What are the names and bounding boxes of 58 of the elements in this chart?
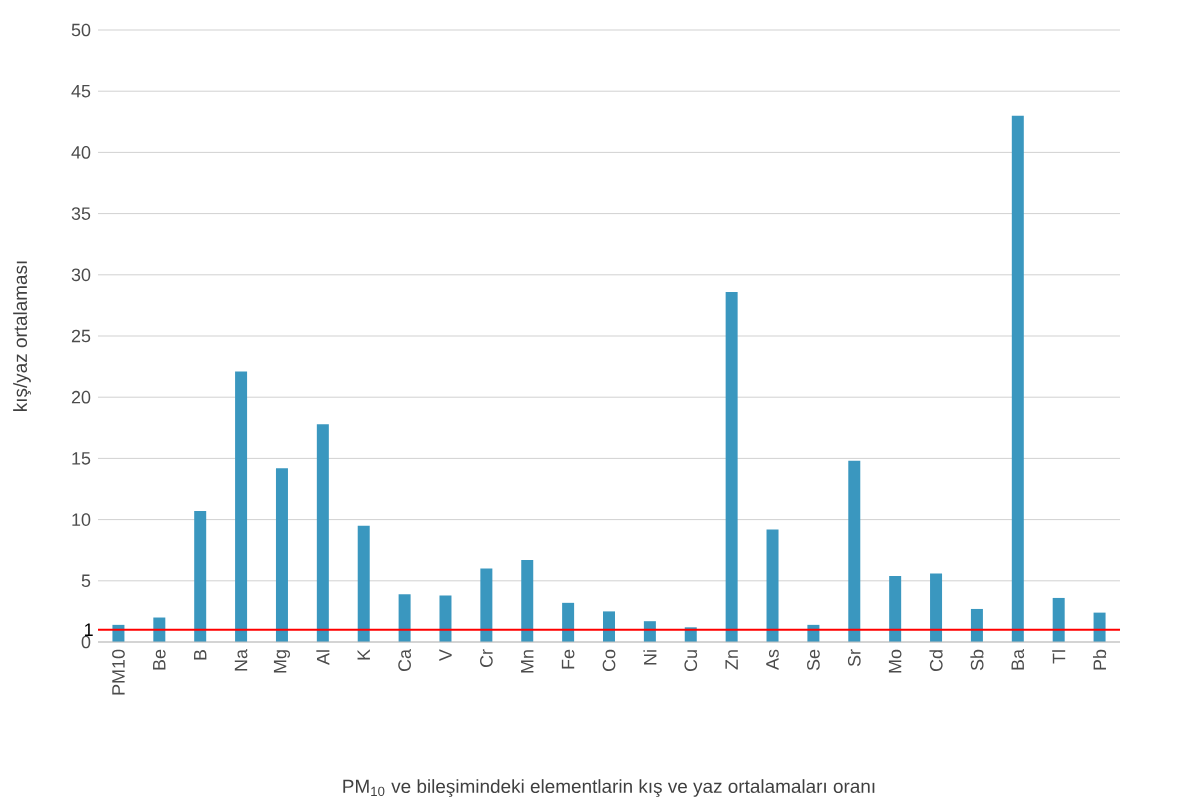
y-tick-label: 50 bbox=[71, 23, 91, 37]
x-tick-label: V bbox=[439, 649, 452, 661]
x-tick-label: Co bbox=[602, 649, 616, 672]
bar bbox=[316, 424, 329, 642]
y-tick-label: 40 bbox=[71, 146, 91, 159]
x-tick-label: Se bbox=[807, 649, 820, 671]
y-tick-label: 35 bbox=[71, 207, 91, 220]
x-tick-label: Zn bbox=[725, 650, 738, 670]
x-tick-label: Ni bbox=[643, 650, 657, 665]
y-axis-title: kış/yaz ortalaması bbox=[13, 261, 31, 411]
bar bbox=[194, 511, 207, 642]
bar bbox=[521, 559, 534, 642]
x-tick-label: Cu bbox=[684, 650, 698, 672]
x-tick-label: Na bbox=[234, 649, 248, 671]
bar bbox=[930, 573, 943, 642]
x-tick-label: Pb bbox=[1092, 649, 1107, 670]
x-tick-label: Fe bbox=[561, 649, 575, 669]
y-tick-label: 5 bbox=[81, 574, 91, 588]
bar bbox=[398, 594, 411, 642]
x-tick-label: B bbox=[194, 649, 207, 660]
x-tick-label: Be bbox=[153, 649, 166, 670]
bar bbox=[480, 568, 493, 642]
x-tick-label: Mn bbox=[521, 650, 534, 673]
y-tick-label: 15 bbox=[72, 452, 91, 465]
y-tick-label: 25 bbox=[71, 329, 91, 343]
bar bbox=[1011, 115, 1024, 642]
x-tick-label: PM10 bbox=[112, 649, 125, 695]
bar bbox=[1052, 597, 1065, 642]
x-tick-label: Ca bbox=[398, 649, 411, 672]
bar bbox=[357, 525, 370, 642]
x-tick-label: Cr bbox=[480, 649, 493, 668]
bar bbox=[725, 291, 738, 642]
x-tick-label: K bbox=[357, 649, 370, 660]
bar bbox=[562, 602, 575, 642]
bar bbox=[275, 468, 288, 642]
y-tick-label: 10 bbox=[72, 513, 91, 526]
bar bbox=[848, 460, 861, 642]
y-tick-label: 20 bbox=[71, 390, 91, 404]
x-tick-label: Tl bbox=[1052, 650, 1066, 664]
x-tick-label: Al bbox=[316, 650, 330, 665]
x-tick-label: Cd bbox=[929, 650, 943, 672]
y-tick-label: 45 bbox=[71, 84, 91, 98]
x-tick-label: As bbox=[766, 649, 779, 670]
bar bbox=[603, 611, 615, 642]
x-tick-label: Sb bbox=[970, 649, 984, 671]
x-tick-label: Ba bbox=[1011, 649, 1025, 670]
bar bbox=[889, 575, 902, 642]
x-axis-title: PM$_{10}$ ve bileşimindeki elementlarin kış ve yaz ortalamaları oranı bbox=[343, 779, 875, 797]
y-tick-label: 30 bbox=[71, 268, 91, 282]
bar bbox=[439, 595, 452, 642]
x-tick-label: Sr bbox=[847, 649, 861, 667]
x-tick-label: Mg bbox=[273, 650, 290, 673]
ref-line-label: 1 bbox=[85, 623, 93, 636]
bar bbox=[235, 371, 248, 642]
x-tick-label: Mo bbox=[888, 649, 902, 673]
bar bbox=[766, 529, 779, 642]
y-tick-label: 0 bbox=[81, 635, 91, 649]
bar bbox=[970, 608, 983, 642]
